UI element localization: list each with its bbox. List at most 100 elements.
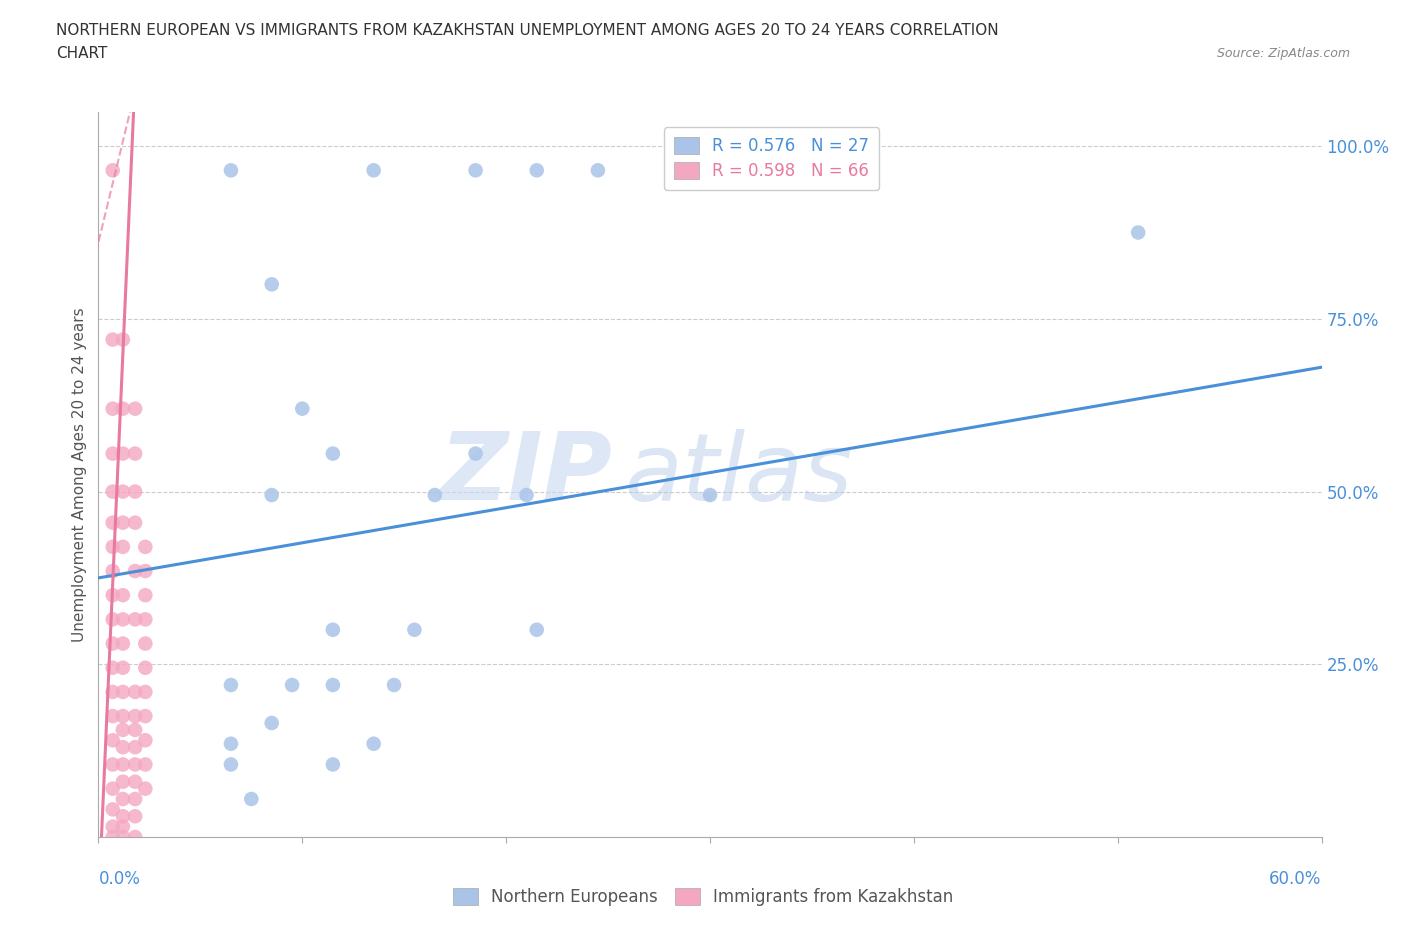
Point xyxy=(101,636,124,651)
Point xyxy=(101,539,124,554)
Point xyxy=(111,660,134,675)
Point xyxy=(322,446,344,461)
Point xyxy=(101,485,124,499)
Point xyxy=(111,791,134,806)
Point xyxy=(382,678,405,693)
Point xyxy=(134,588,156,603)
Point xyxy=(111,485,134,499)
Point xyxy=(101,163,124,178)
Point xyxy=(124,757,146,772)
Point xyxy=(134,636,156,651)
Point xyxy=(134,564,156,578)
Point xyxy=(219,163,242,178)
Point xyxy=(281,678,304,693)
Point xyxy=(124,809,146,824)
Point xyxy=(1128,225,1150,240)
Point xyxy=(219,678,242,693)
Point xyxy=(124,612,146,627)
Point xyxy=(101,733,124,748)
Point xyxy=(111,809,134,824)
Text: ZIP: ZIP xyxy=(439,429,612,520)
Legend: Northern Europeans, Immigrants from Kazakhstan: Northern Europeans, Immigrants from Kaza… xyxy=(446,881,960,912)
Point xyxy=(111,830,134,844)
Point xyxy=(134,709,156,724)
Point xyxy=(111,588,134,603)
Point xyxy=(322,678,344,693)
Point xyxy=(124,446,146,461)
Point xyxy=(363,163,385,178)
Point xyxy=(124,564,146,578)
Point xyxy=(124,739,146,754)
Point xyxy=(111,401,134,416)
Point xyxy=(101,781,124,796)
Point xyxy=(101,757,124,772)
Point xyxy=(124,515,146,530)
Point xyxy=(363,737,385,751)
Point xyxy=(260,715,283,730)
Point xyxy=(134,684,156,699)
Point xyxy=(101,830,124,844)
Point xyxy=(101,684,124,699)
Text: 0.0%: 0.0% xyxy=(98,870,141,887)
Point xyxy=(101,802,124,817)
Point xyxy=(101,612,124,627)
Point xyxy=(526,622,548,637)
Point xyxy=(111,515,134,530)
Y-axis label: Unemployment Among Ages 20 to 24 years: Unemployment Among Ages 20 to 24 years xyxy=(72,307,87,642)
Point xyxy=(134,660,156,675)
Text: NORTHERN EUROPEAN VS IMMIGRANTS FROM KAZAKHSTAN UNEMPLOYMENT AMONG AGES 20 TO 24: NORTHERN EUROPEAN VS IMMIGRANTS FROM KAZ… xyxy=(56,23,998,38)
Point xyxy=(464,163,486,178)
Point xyxy=(111,539,134,554)
Point xyxy=(124,709,146,724)
Point xyxy=(111,684,134,699)
Point xyxy=(423,487,446,502)
Point xyxy=(111,709,134,724)
Point xyxy=(464,446,486,461)
Point xyxy=(101,819,124,834)
Point xyxy=(101,588,124,603)
Point xyxy=(111,723,134,737)
Point xyxy=(322,622,344,637)
Point xyxy=(260,487,283,502)
Point xyxy=(516,487,538,502)
Point xyxy=(134,757,156,772)
Point xyxy=(134,781,156,796)
Point xyxy=(101,709,124,724)
Point xyxy=(219,737,242,751)
Point xyxy=(101,515,124,530)
Point xyxy=(134,733,156,748)
Point xyxy=(101,401,124,416)
Text: Source: ZipAtlas.com: Source: ZipAtlas.com xyxy=(1216,46,1350,60)
Point xyxy=(124,775,146,790)
Point xyxy=(101,446,124,461)
Text: atlas: atlas xyxy=(624,429,852,520)
Point xyxy=(260,277,283,292)
Point xyxy=(526,163,548,178)
Legend: R = 0.576   N = 27, R = 0.598   N = 66: R = 0.576 N = 27, R = 0.598 N = 66 xyxy=(664,127,879,191)
Point xyxy=(586,163,609,178)
Text: CHART: CHART xyxy=(56,46,108,61)
Point xyxy=(111,819,134,834)
Point xyxy=(240,791,263,806)
Point xyxy=(111,612,134,627)
Point xyxy=(134,612,156,627)
Point xyxy=(111,636,134,651)
Point xyxy=(219,757,242,772)
Point xyxy=(111,739,134,754)
Point xyxy=(134,539,156,554)
Point xyxy=(322,757,344,772)
Point xyxy=(124,830,146,844)
Point xyxy=(101,660,124,675)
Point xyxy=(124,485,146,499)
Point xyxy=(101,332,124,347)
Text: 60.0%: 60.0% xyxy=(1270,870,1322,887)
Point xyxy=(124,723,146,737)
Point xyxy=(111,757,134,772)
Point xyxy=(124,401,146,416)
Point xyxy=(699,487,721,502)
Point xyxy=(101,564,124,578)
Point xyxy=(124,684,146,699)
Point xyxy=(111,446,134,461)
Point xyxy=(111,775,134,790)
Point xyxy=(124,791,146,806)
